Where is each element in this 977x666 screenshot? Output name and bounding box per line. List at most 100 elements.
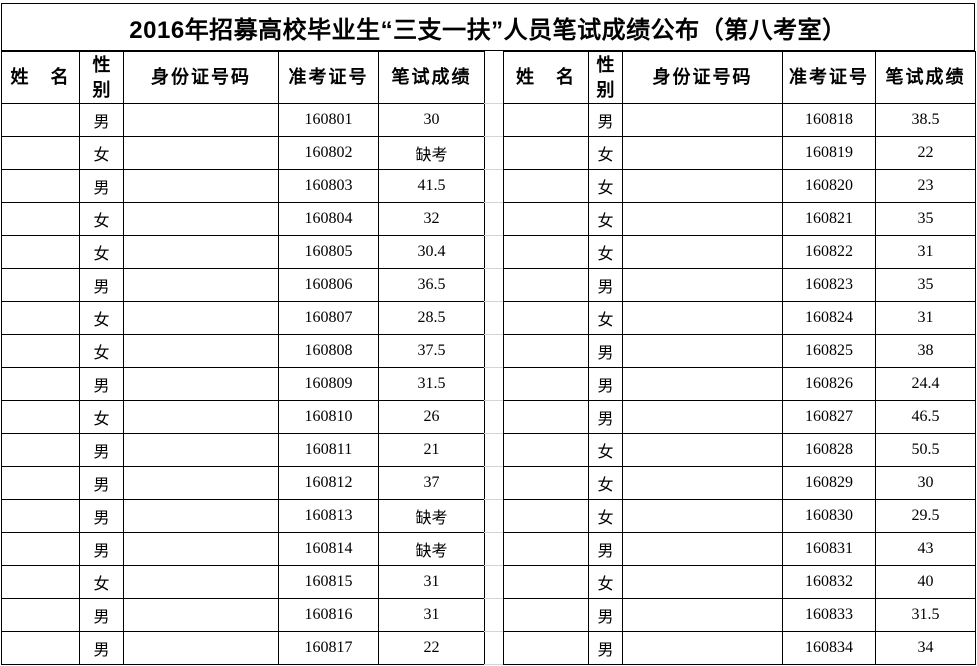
name-cell	[1, 631, 80, 665]
table-row: 男 160816 31	[1, 598, 485, 632]
score-cell: 37.5	[378, 334, 485, 368]
id-number-cell	[622, 433, 783, 467]
id-number-cell	[123, 103, 279, 137]
ticket-no-cell: 160801	[278, 103, 379, 137]
score-cell: 35	[875, 268, 976, 302]
ticket-no-cell: 160805	[278, 235, 379, 269]
score-table-right-body: 男 160818 38.5 女 160819 22 女 160820 23 女 160821 35 女 1…	[503, 103, 976, 665]
table-row: 女 160807 28.5	[1, 301, 485, 335]
gap-gridline	[484, 268, 503, 269]
column-header-name: 姓 名	[1, 51, 80, 104]
ticket-no-cell: 160814	[278, 532, 379, 566]
name-cell	[1, 367, 80, 401]
column-header-ticket-no: 准考证号	[782, 51, 876, 104]
score-cell: 30	[378, 103, 485, 137]
id-number-cell	[123, 367, 279, 401]
name-cell	[503, 268, 589, 302]
id-number-cell	[622, 334, 783, 368]
name-cell	[503, 433, 589, 467]
score-table-right: 姓 名 性别 身份证号码 准考证号 笔试成绩 男 160818 38.5 女 16081…	[503, 51, 976, 665]
table-row: 女 160824 31	[503, 301, 976, 335]
ticket-no-cell: 160820	[782, 169, 876, 203]
table-row: 女 160819 22	[503, 136, 976, 170]
table-row: 男 160827 46.5	[503, 400, 976, 434]
id-number-cell	[123, 565, 279, 599]
ticket-no-cell: 160809	[278, 367, 379, 401]
column-header-score: 笔试成绩	[875, 51, 976, 104]
table-row: 女 160802 缺考	[1, 136, 485, 170]
score-cell: 50.5	[875, 433, 976, 467]
table-row: 女 160810 26	[1, 400, 485, 434]
id-number-cell	[123, 598, 279, 632]
gender-cell: 女	[588, 136, 623, 170]
gap-gridline	[484, 334, 503, 335]
gender-cell: 男	[79, 169, 124, 203]
ticket-no-cell: 160807	[278, 301, 379, 335]
id-number-cell	[622, 565, 783, 599]
name-cell	[1, 235, 80, 269]
table-row: 男 160814 缺考	[1, 532, 485, 566]
score-cell: 32	[378, 202, 485, 236]
score-cell: 21	[378, 433, 485, 467]
gender-cell: 女	[588, 202, 623, 236]
gap-gridline	[484, 499, 503, 500]
table-row: 女 160830 29.5	[503, 499, 976, 533]
gender-cell: 男	[79, 268, 124, 302]
column-header-id-number: 身份证号码	[622, 51, 783, 104]
ticket-no-cell: 160810	[278, 400, 379, 434]
name-cell	[503, 565, 589, 599]
gap-gridline	[484, 103, 503, 104]
table-row: 男 160803 41.5	[1, 169, 485, 203]
gender-cell: 女	[79, 136, 124, 170]
gap-gridline	[484, 466, 503, 467]
score-cell: 41.5	[378, 169, 485, 203]
name-cell	[503, 598, 589, 632]
score-cell: 29.5	[875, 499, 976, 533]
ticket-no-cell: 160815	[278, 565, 379, 599]
gender-cell: 女	[588, 466, 623, 500]
table-row: 男 160831 43	[503, 532, 976, 566]
name-cell	[1, 400, 80, 434]
gap-gridline	[484, 664, 503, 665]
gap-gridline	[484, 433, 503, 434]
name-cell	[1, 169, 80, 203]
table-row: 女 160822 31	[503, 235, 976, 269]
ticket-no-cell: 160827	[782, 400, 876, 434]
score-table-left-body: 男 160801 30 女 160802 缺考男 160803 41.5 女 160804 32 女 1…	[1, 103, 485, 665]
id-number-cell	[622, 235, 783, 269]
ticket-no-cell: 160808	[278, 334, 379, 368]
column-header-ticket-no: 准考证号	[278, 51, 379, 104]
score-cell: 38	[875, 334, 976, 368]
id-number-cell	[622, 268, 783, 302]
gap-gridline	[484, 367, 503, 368]
id-number-cell	[622, 301, 783, 335]
table-row: 女 160805 30.4	[1, 235, 485, 269]
table-row: 女 160832 40	[503, 565, 976, 599]
gender-cell: 女	[588, 301, 623, 335]
ticket-no-cell: 160829	[782, 466, 876, 500]
header-row: 姓 名 性别 身份证号码 准考证号 笔试成绩	[503, 51, 976, 104]
name-cell	[503, 334, 589, 368]
column-header-gender: 性别	[79, 51, 124, 104]
score-cell: 46.5	[875, 400, 976, 434]
score-cell: 34	[875, 631, 976, 665]
name-cell	[1, 202, 80, 236]
score-cell: 40	[875, 565, 976, 599]
score-cell: 24.4	[875, 367, 976, 401]
name-cell	[503, 532, 589, 566]
gender-cell: 女	[588, 565, 623, 599]
ticket-no-cell: 160824	[782, 301, 876, 335]
ticket-no-cell: 160816	[278, 598, 379, 632]
table-row: 男 160817 22	[1, 631, 485, 665]
gender-cell: 男	[79, 466, 124, 500]
name-cell	[503, 202, 589, 236]
ticket-no-cell: 160806	[278, 268, 379, 302]
header-row: 姓 名 性别 身份证号码 准考证号 笔试成绩	[1, 51, 485, 104]
score-cell: 28.5	[378, 301, 485, 335]
column-header-name: 姓 名	[503, 51, 589, 104]
table-row: 男 160806 36.5	[1, 268, 485, 302]
name-cell	[1, 598, 80, 632]
id-number-cell	[123, 532, 279, 566]
id-number-cell	[123, 631, 279, 665]
gender-cell: 男	[79, 532, 124, 566]
